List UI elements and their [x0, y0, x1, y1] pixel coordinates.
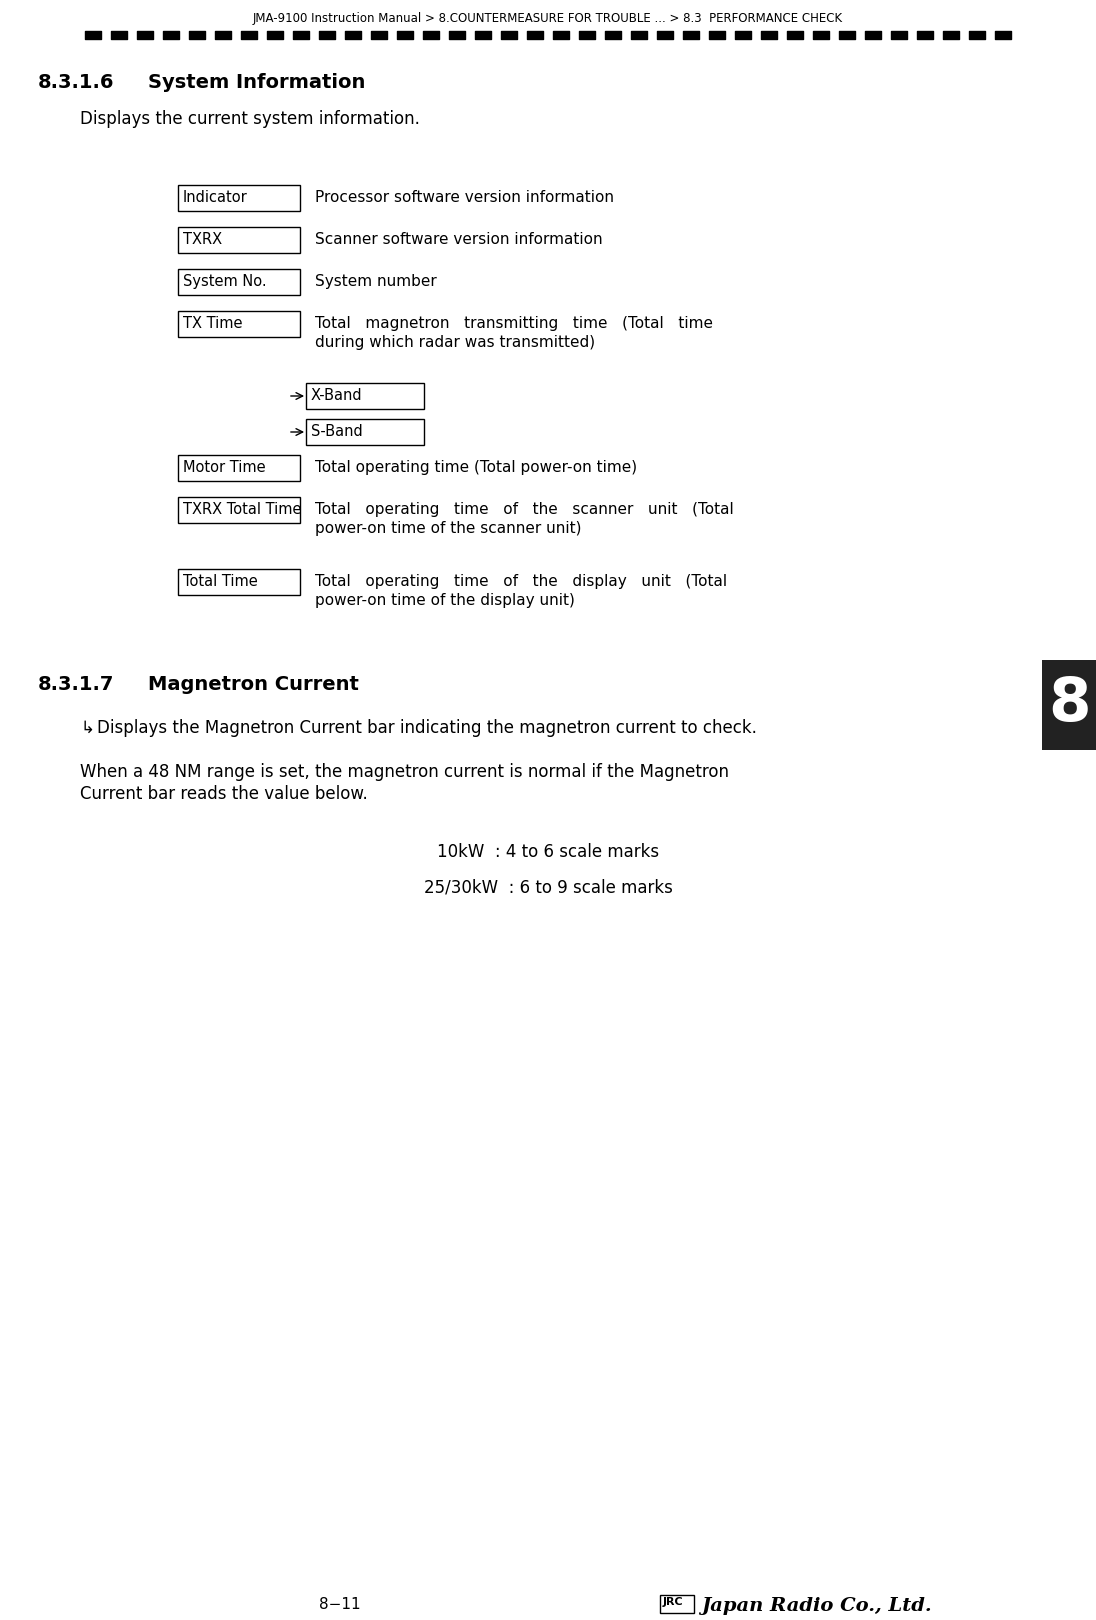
Text: Motor Time: Motor Time [183, 460, 265, 475]
Text: JMA-9100 Instruction Manual > 8.COUNTERMEASURE FOR TROUBLE ... > 8.3  PERFORMANC: JMA-9100 Instruction Manual > 8.COUNTERM… [253, 11, 843, 24]
FancyBboxPatch shape [660, 1596, 694, 1614]
FancyBboxPatch shape [178, 269, 300, 295]
Text: Displays the Magnetron Current bar indicating the magnetron current to check.: Displays the Magnetron Current bar indic… [98, 719, 757, 737]
Text: X-Band: X-Band [311, 389, 363, 403]
Text: 25/30kW  : 6 to 9 scale marks: 25/30kW : 6 to 9 scale marks [423, 878, 673, 896]
FancyBboxPatch shape [178, 311, 300, 337]
FancyBboxPatch shape [1042, 659, 1096, 750]
Text: Displays the current system information.: Displays the current system information. [80, 110, 420, 128]
Text: Current bar reads the value below.: Current bar reads the value below. [80, 786, 368, 804]
Text: TX Time: TX Time [183, 316, 242, 330]
Text: 8−11: 8−11 [319, 1597, 361, 1612]
Text: S-Band: S-Band [311, 424, 363, 439]
Text: TXRX: TXRX [183, 232, 222, 246]
Text: 10kW  : 4 to 6 scale marks: 10kW : 4 to 6 scale marks [437, 842, 659, 860]
Text: JRC: JRC [663, 1597, 684, 1607]
Text: 8: 8 [1048, 676, 1091, 734]
Text: ↳: ↳ [80, 719, 94, 737]
Text: Magnetron Current: Magnetron Current [148, 676, 358, 693]
FancyBboxPatch shape [178, 497, 300, 523]
Text: Total Time: Total Time [183, 573, 258, 590]
FancyBboxPatch shape [306, 382, 424, 408]
FancyBboxPatch shape [178, 227, 300, 253]
Text: Processor software version information: Processor software version information [315, 190, 614, 206]
Text: Total   operating   time   of   the   display   unit   (Total
power-on time of t: Total operating time of the display unit… [315, 573, 727, 608]
Text: Total   magnetron   transmitting   time   (Total   time
during which radar was t: Total magnetron transmitting time (Total… [315, 316, 713, 350]
FancyBboxPatch shape [306, 420, 424, 446]
Text: Total operating time (Total power-on time): Total operating time (Total power-on tim… [315, 460, 637, 475]
Text: System Information: System Information [148, 73, 365, 92]
FancyBboxPatch shape [178, 455, 300, 481]
Text: System number: System number [315, 274, 436, 288]
Text: Total   operating   time   of   the   scanner   unit   (Total
power-on time of t: Total operating time of the scanner unit… [315, 502, 733, 536]
Text: When a 48 NM range is set, the magnetron current is normal if the Magnetron: When a 48 NM range is set, the magnetron… [80, 763, 729, 781]
Text: Indicator: Indicator [183, 190, 248, 206]
FancyBboxPatch shape [178, 185, 300, 211]
Text: TXRX Total Time: TXRX Total Time [183, 502, 301, 517]
FancyBboxPatch shape [178, 569, 300, 595]
Text: System No.: System No. [183, 274, 266, 288]
Text: 8.3.1.7: 8.3.1.7 [38, 676, 114, 693]
Text: 8.3.1.6: 8.3.1.6 [38, 73, 114, 92]
Text: Japan Radio Co., Ltd.: Japan Radio Co., Ltd. [701, 1597, 932, 1615]
Text: Scanner software version information: Scanner software version information [315, 232, 603, 246]
